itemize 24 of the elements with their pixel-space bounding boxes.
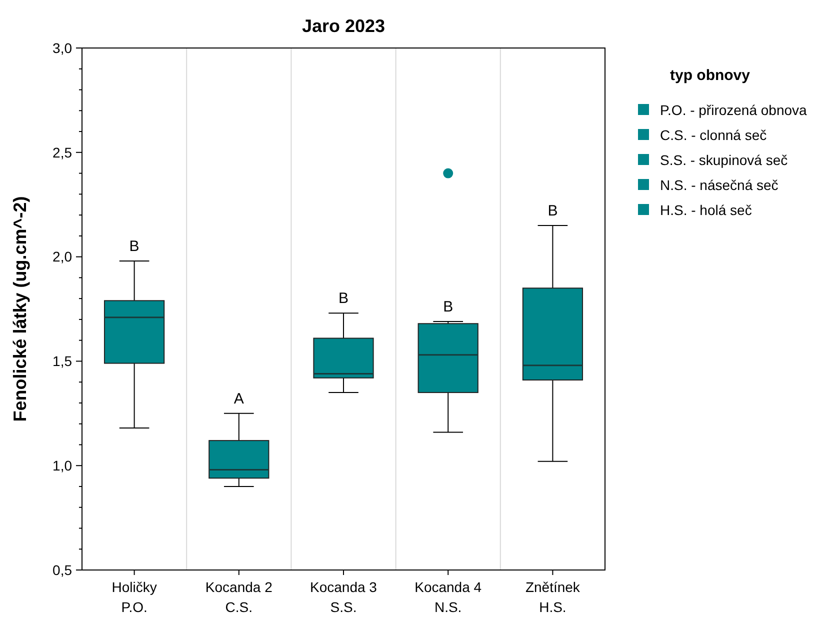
legend-label: H.S. - holá seč: [660, 202, 752, 218]
legend-label: C.S. - clonná seč: [660, 126, 767, 143]
legend-label: P.O. - přirozená obnova: [660, 102, 808, 118]
annotation: B: [548, 202, 558, 220]
x-tick-label: Kocanda 3 S.S.: [310, 579, 378, 615]
y-tick-label: 3,0: [52, 40, 72, 56]
legend-label: S.S. - skupinová seč: [660, 152, 788, 168]
y-tick-label: 1,5: [52, 353, 72, 370]
x-tick-label: Znětínek H.S.: [525, 579, 581, 615]
annotation: B: [443, 298, 454, 316]
x-tick-label: Kocanda 4 N.S.: [414, 579, 482, 615]
annotation: A: [234, 390, 244, 408]
y-tick-label: 2,5: [52, 144, 72, 160]
legend-label: N.S. - násečná seč: [660, 176, 778, 193]
legend-title: typ obnovy: [670, 67, 751, 84]
annotation: B: [338, 290, 349, 308]
x-tick-label: Kocanda 2 C.S.: [205, 579, 273, 615]
x-tick-label: Holičky P.O.: [112, 579, 157, 615]
chart-title: Jaro 2023: [302, 16, 386, 36]
y-axis-title: Fenolické látky (ug.cm^-2): [10, 196, 30, 422]
y-tick-label: 0,5: [52, 562, 72, 578]
annotation: B: [129, 238, 140, 255]
y-tick-label: 1,0: [52, 458, 72, 474]
y-tick-label: 2,0: [52, 248, 72, 265]
